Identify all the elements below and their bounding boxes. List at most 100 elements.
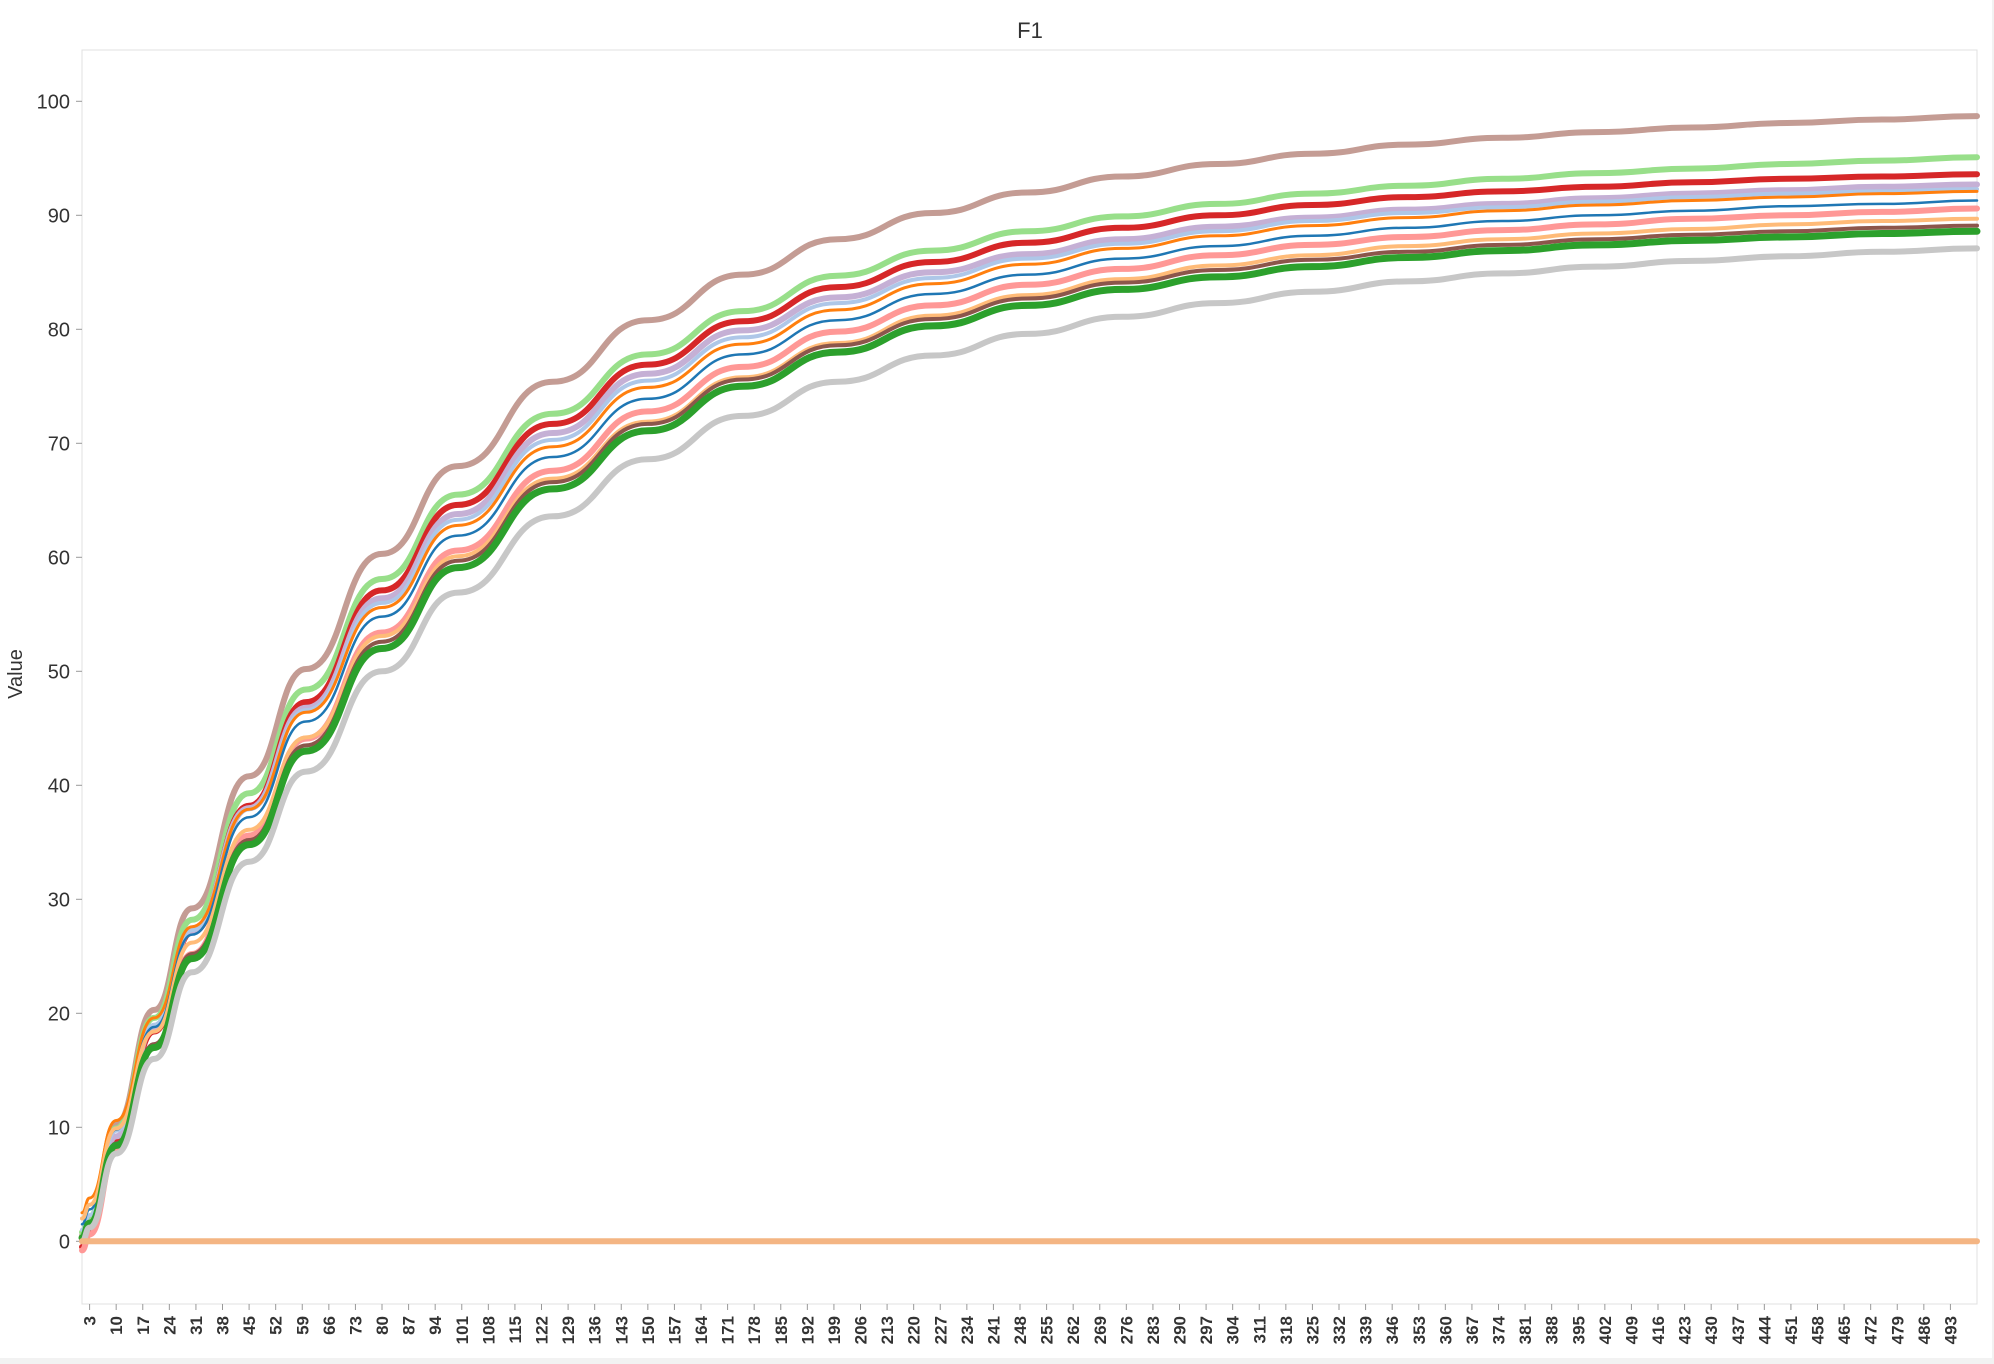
series-lines xyxy=(78,113,1981,1254)
y-axis-label: Value xyxy=(5,649,27,699)
x-tick-label: 157 xyxy=(665,1316,684,1344)
series-line-2 xyxy=(79,154,1980,1236)
series-line-4 xyxy=(79,181,1980,1242)
x-tick-label: 192 xyxy=(798,1316,817,1344)
y-tick-label: 80 xyxy=(48,319,70,341)
x-tick-label: 304 xyxy=(1224,1315,1243,1344)
y-tick-label: 100 xyxy=(37,91,70,113)
x-tick-label: 458 xyxy=(1809,1316,1828,1344)
x-tick-label: 409 xyxy=(1622,1316,1641,1344)
x-tick-label: 241 xyxy=(984,1316,1003,1344)
x-tick-label: 199 xyxy=(825,1316,844,1344)
x-tick-label: 248 xyxy=(1011,1316,1030,1344)
x-tick-label: 360 xyxy=(1436,1316,1455,1344)
x-tick-label: 185 xyxy=(772,1316,791,1344)
series-line-6 xyxy=(80,189,1979,1215)
x-tick-label: 38 xyxy=(214,1316,233,1335)
x-tick-label: 402 xyxy=(1596,1316,1615,1344)
y-tick-label: 40 xyxy=(48,775,70,797)
x-tick-label: 101 xyxy=(453,1316,472,1344)
x-tick-label: 353 xyxy=(1410,1316,1429,1344)
x-tick-label: 367 xyxy=(1463,1316,1482,1344)
x-tick-label: 17 xyxy=(134,1316,153,1335)
series-line-10 xyxy=(80,223,1979,1240)
x-tick-label: 143 xyxy=(612,1316,631,1344)
x-tick-label: 290 xyxy=(1171,1316,1190,1344)
x-tick-label: 423 xyxy=(1676,1316,1695,1344)
x-tick-label: 486 xyxy=(1915,1316,1934,1344)
y-tick-label: 70 xyxy=(48,433,70,455)
series-line-8 xyxy=(79,205,1980,1254)
x-tick-label: 122 xyxy=(533,1316,552,1344)
series-line-11 xyxy=(78,227,1981,1242)
x-tick-label: 178 xyxy=(745,1316,764,1344)
x-tick-label: 150 xyxy=(639,1316,658,1344)
series-line-12 xyxy=(79,245,1980,1245)
x-tick-label: 220 xyxy=(905,1316,924,1344)
y-tick-label: 90 xyxy=(48,205,70,227)
x-tick-label: 332 xyxy=(1330,1316,1349,1344)
x-tick-label: 255 xyxy=(1038,1316,1057,1344)
x-tick-label: 66 xyxy=(320,1316,339,1335)
series-line-7 xyxy=(80,199,1979,1226)
x-tick-label: 171 xyxy=(719,1316,738,1344)
x-tick-label: 416 xyxy=(1649,1316,1668,1344)
x-tick-label: 283 xyxy=(1144,1316,1163,1344)
x-tick-label: 430 xyxy=(1702,1316,1721,1344)
x-tick-label: 346 xyxy=(1383,1316,1402,1344)
x-tick-label: 262 xyxy=(1064,1316,1083,1344)
x-tick-label: 115 xyxy=(506,1316,525,1343)
x-tick-label: 318 xyxy=(1277,1316,1296,1344)
x-tick-label: 227 xyxy=(931,1316,950,1344)
plot-area xyxy=(81,49,1978,1305)
x-tick-label: 479 xyxy=(1888,1316,1907,1344)
x-tick-label: 136 xyxy=(586,1316,605,1344)
chart-title: F1 xyxy=(1017,18,1043,43)
x-tick-label: 339 xyxy=(1357,1316,1376,1344)
x-tick-label: 206 xyxy=(852,1316,871,1344)
y-tick-label: 20 xyxy=(48,1003,70,1025)
x-tick-label: 80 xyxy=(373,1316,392,1335)
series-line-5 xyxy=(80,187,1979,1232)
x-tick-label: 129 xyxy=(559,1316,578,1344)
x-tick-label: 493 xyxy=(1941,1316,1960,1344)
y-tick-label: 30 xyxy=(48,889,70,911)
x-tick-label: 269 xyxy=(1091,1316,1110,1344)
y-tick-label: 0 xyxy=(59,1231,70,1253)
x-tick-label: 73 xyxy=(346,1316,365,1335)
x-tick-label: 395 xyxy=(1569,1316,1588,1344)
x-tick-label: 472 xyxy=(1862,1316,1881,1344)
x-tick-label: 108 xyxy=(479,1316,498,1344)
x-axis-ticks: 3 10 17 24 31 38 45 52 59 66 73 80 87 94 101 108 115 122 1… xyxy=(81,1304,1960,1344)
x-tick-label: 213 xyxy=(878,1316,897,1344)
series-line-9 xyxy=(80,216,1979,1221)
series-line-1 xyxy=(79,113,1980,1239)
x-tick-label: 325 xyxy=(1303,1316,1322,1344)
x-tick-label: 52 xyxy=(267,1316,286,1335)
x-tick-label: 311 xyxy=(1250,1316,1269,1343)
x-tick-label: 451 xyxy=(1782,1316,1801,1344)
x-tick-label: 59 xyxy=(293,1316,312,1335)
x-tick-label: 3 xyxy=(81,1316,100,1325)
x-tick-label: 381 xyxy=(1516,1316,1535,1344)
x-tick-label: 437 xyxy=(1729,1316,1748,1344)
x-tick-label: 164 xyxy=(692,1315,711,1344)
y-tick-label: 10 xyxy=(48,1117,70,1139)
x-tick-label: 87 xyxy=(400,1316,419,1335)
x-tick-label: 234 xyxy=(958,1315,977,1344)
x-tick-label: 388 xyxy=(1543,1316,1562,1344)
x-tick-label: 297 xyxy=(1197,1316,1216,1344)
x-tick-label: 45 xyxy=(240,1316,259,1335)
y-tick-label: 60 xyxy=(48,547,70,569)
x-tick-label: 94 xyxy=(426,1315,445,1334)
x-tick-label: 24 xyxy=(160,1315,179,1334)
x-tick-label: 10 xyxy=(107,1316,126,1335)
x-tick-label: 374 xyxy=(1490,1315,1509,1344)
y-tick-label: 50 xyxy=(48,661,70,683)
y-axis-ticks: 0 10 20 30 40 50 60 70 80 90 100 xyxy=(37,91,82,1253)
x-tick-label: 31 xyxy=(187,1316,206,1335)
x-tick-label: 276 xyxy=(1117,1316,1136,1344)
x-tick-label: 444 xyxy=(1755,1315,1774,1344)
